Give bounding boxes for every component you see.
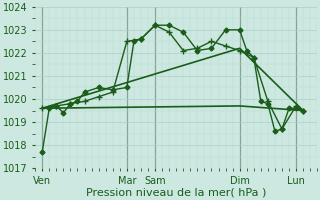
X-axis label: Pression niveau de la mer( hPa ): Pression niveau de la mer( hPa ) xyxy=(86,187,266,197)
